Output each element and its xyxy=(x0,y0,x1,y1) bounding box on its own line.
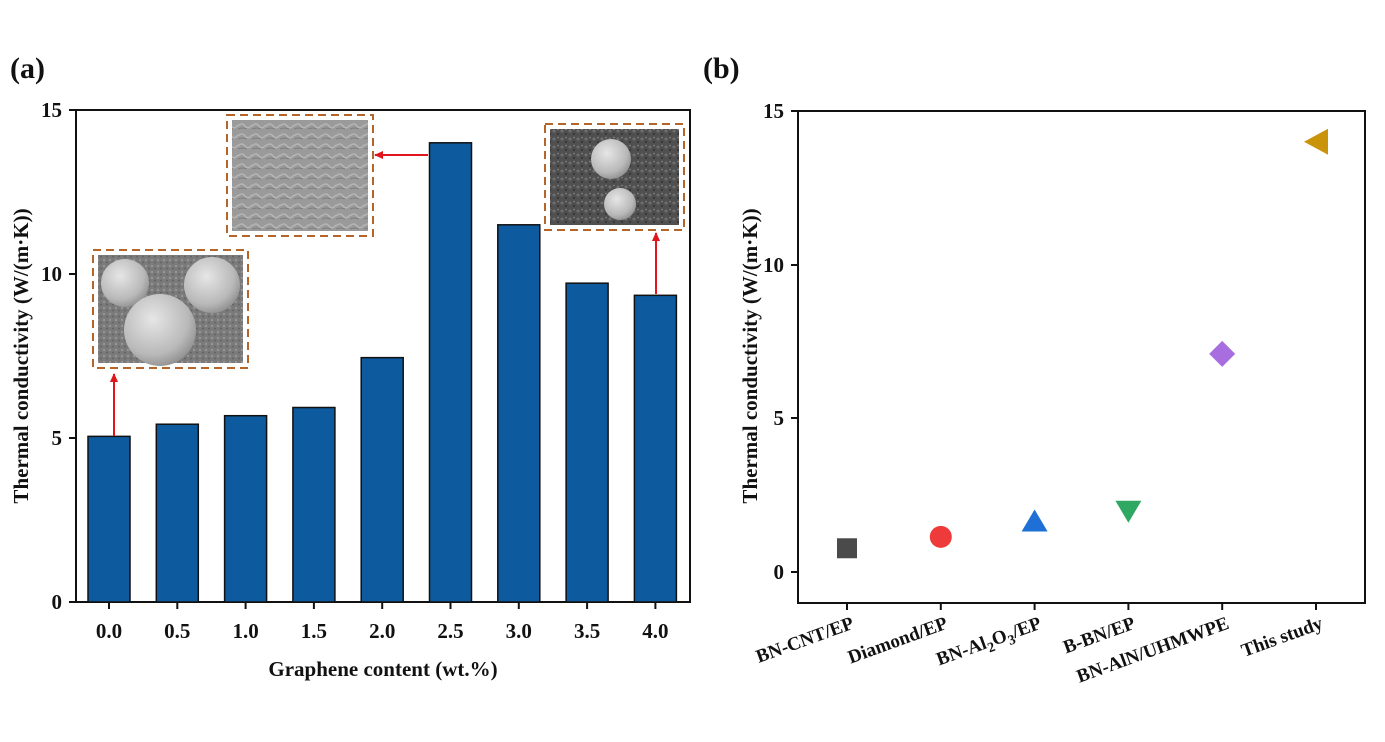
sem-inset-0wt xyxy=(92,249,249,369)
bar-2.0 xyxy=(360,356,404,603)
panel-a-xtick-label: 3.5 xyxy=(574,619,600,643)
panel-a-xtick-label: 2.5 xyxy=(437,619,463,643)
panel-b-label: (b) xyxy=(703,52,740,85)
panel-a: (a) 0 5 10 15 Thermal conductivity (W/(m… xyxy=(9,52,691,681)
sem-micrograph-smooth-icon xyxy=(232,120,368,231)
panel-b-ytick-label: 10 xyxy=(763,253,784,277)
panel-a-ytick-label: 0 xyxy=(52,590,63,614)
panel-b-y-axis: 0 5 10 15 xyxy=(763,99,798,584)
bar-2.5 xyxy=(428,142,473,603)
panel-a-y-axis-title: Thermal conductivity (W/(m·K)) xyxy=(9,208,33,503)
bar-1.0 xyxy=(223,414,268,603)
point-bn-al2o3-ep xyxy=(1021,509,1048,532)
panel-b-y-axis-title: Thermal conductivity (W/(m·K)) xyxy=(738,208,762,503)
panel-b-xtick-label: This study xyxy=(1239,613,1327,662)
bar-0.5 xyxy=(155,423,200,603)
panel-b-ytick-label: 15 xyxy=(763,99,784,123)
panel-a-y-axis: 0 5 10 15 xyxy=(41,98,76,614)
panel-a-ytick-label: 10 xyxy=(41,262,62,286)
sem-inset-2.5wt xyxy=(226,114,374,237)
panel-b-xtick-label: Diamond/EP xyxy=(845,613,951,669)
panel-a-xtick-label: 4.0 xyxy=(642,619,668,643)
point-this-study xyxy=(1304,128,1328,155)
panel-b: (b) 0 5 10 15 Thermal conductivity (W/(m… xyxy=(703,52,1366,688)
panel-b-xtick-label: BN-Al2O3/EP xyxy=(934,613,1046,674)
point-diamond-ep xyxy=(929,525,952,548)
bar-3.0 xyxy=(497,224,541,603)
panel-a-xtick-label: 0.0 xyxy=(96,619,122,643)
bar-3.5 xyxy=(565,282,609,603)
point-bn-aln-uhmwpe xyxy=(1209,340,1236,367)
panel-b-xtick-label: BN-CNT/EP xyxy=(753,613,857,668)
panel-a-label: (a) xyxy=(10,52,45,85)
panel-a-xtick-label: 1.0 xyxy=(232,619,258,643)
panel-a-xtick-label: 0.5 xyxy=(164,619,190,643)
panel-a-xtick-label: 2.0 xyxy=(369,619,395,643)
panel-a-x-axis: 0.0 0.5 1.0 1.5 2.0 2.5 3.0 3.5 4.0 xyxy=(96,602,669,643)
panel-b-points xyxy=(837,128,1328,559)
panel-a-bars xyxy=(87,142,678,603)
panel-a-xtick-label: 3.0 xyxy=(506,619,532,643)
panel-a-ytick-label: 15 xyxy=(41,98,62,122)
point-bn-cnt-ep xyxy=(837,538,857,559)
bar-4.0 xyxy=(633,294,678,603)
panel-a-xtick-label: 1.5 xyxy=(301,619,327,643)
panel-a-x-axis-title: Graphene content (wt.%) xyxy=(268,657,497,681)
point-b-bn-ep xyxy=(1115,500,1142,523)
panel-b-ytick-label: 5 xyxy=(774,406,785,430)
panel-b-plot-frame xyxy=(797,110,1366,604)
sem-inset-4wt xyxy=(544,123,685,231)
panel-b-ytick-label: 0 xyxy=(774,560,785,584)
bar-1.5 xyxy=(292,406,336,603)
bar-0.0 xyxy=(87,435,131,603)
panel-a-ytick-label: 5 xyxy=(52,426,63,450)
